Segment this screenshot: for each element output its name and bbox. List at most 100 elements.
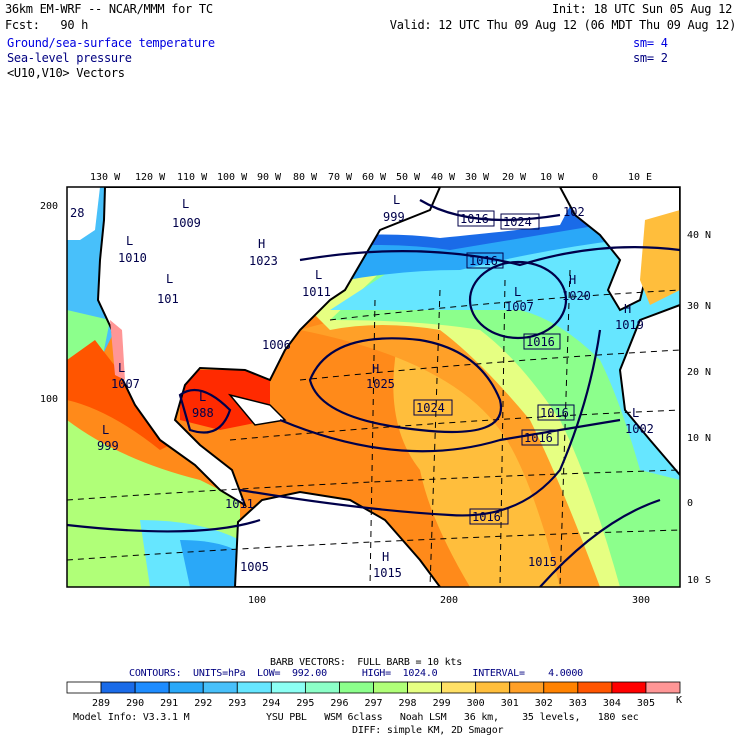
- valid-time: Valid: 12 UTC Thu 09 Aug 12 (06 MDT Thu …: [389, 18, 737, 32]
- high-center: H: [258, 237, 265, 251]
- pressure-label: 999: [383, 210, 405, 224]
- colorbar-label: 296: [330, 698, 348, 709]
- pressure-label: 1023: [249, 254, 278, 268]
- pressure-label: 988: [192, 406, 214, 420]
- isobar-label: 1016: [524, 431, 553, 445]
- pressure-labels: 28 1009 1010 101 1023 1011 999 1006 1007…: [70, 193, 654, 580]
- colorbar-swatch: [304, 681, 340, 694]
- colorbar-label: 291: [160, 698, 178, 709]
- lat-label: 0: [687, 498, 693, 509]
- pressure-label: 1019: [615, 318, 644, 332]
- lat-label: 10 N: [687, 433, 711, 444]
- grid-label: 200: [440, 595, 458, 606]
- pressure-label: 101: [157, 292, 179, 306]
- pressure-label: 1011: [225, 497, 254, 511]
- colorbar-swatch: [168, 681, 204, 694]
- colorbar-swatch: [645, 681, 681, 694]
- isobars: [67, 199, 680, 587]
- lon-labels: 130 W 120 W 110 W 100 W 90 W 80 W 70 W 6…: [90, 172, 652, 183]
- lon-label: 40 W: [431, 172, 456, 183]
- colorbar-swatch: [475, 681, 511, 694]
- field-sst-smoothing: sm= 4: [633, 36, 668, 50]
- low-center: L: [632, 406, 639, 420]
- lon-label: 30 W: [465, 172, 490, 183]
- isobar-label: 1024: [503, 215, 532, 229]
- high-center: H: [624, 302, 631, 316]
- colorbar-label: 295: [296, 698, 314, 709]
- field-vectors-label: <U10,V10> Vectors: [7, 66, 125, 80]
- colorbar-label: 294: [262, 698, 280, 709]
- pressure-label: 1007: [505, 300, 534, 314]
- colorbar-label: 290: [126, 698, 144, 709]
- colorbar-label: 292: [194, 698, 212, 709]
- diffusion-info: DIFF: simple KM, 2D Smagor: [352, 725, 504, 736]
- pressure-label: 1007: [111, 377, 140, 391]
- physics-info: YSU PBL WSM 6class Noah LSM 36 km, 35 le…: [266, 712, 639, 723]
- colorbar-label: 293: [228, 698, 246, 709]
- colorbar-label: 302: [535, 698, 553, 709]
- high-center: H: [382, 550, 389, 564]
- lon-label: 80 W: [293, 172, 318, 183]
- colorbar-swatch: [509, 681, 545, 694]
- lon-label: 60 W: [362, 172, 387, 183]
- isobar-label: 1016: [540, 406, 569, 420]
- map-frame: [66, 186, 681, 588]
- field-sst-label: Ground/sea-surface temperature: [7, 36, 215, 50]
- colorbar-swatch: [66, 681, 102, 694]
- lon-label: 10 W: [540, 172, 565, 183]
- low-center: L: [393, 193, 400, 207]
- isobar-label: 1016: [472, 510, 501, 524]
- colorbar-label: 300: [467, 698, 485, 709]
- colorbar-swatch: [339, 681, 374, 694]
- lat-label: 30 N: [687, 301, 711, 312]
- isobar-label: 1016: [469, 254, 498, 268]
- pressure-label: 1010: [118, 251, 147, 265]
- grid-label: 100: [248, 595, 266, 606]
- lon-label: 90 W: [257, 172, 282, 183]
- pressure-label: 1015: [373, 566, 402, 580]
- pressure-label: 1025: [366, 377, 395, 391]
- colorbar-swatch: [373, 681, 408, 694]
- lon-label: 120 W: [135, 172, 166, 183]
- lon-label: 50 W: [396, 172, 421, 183]
- init-time: Init: 18 UTC Sun 05 Aug 12: [551, 2, 732, 16]
- lat-lon-grid: [67, 269, 680, 587]
- field-slp-smoothing: sm= 2: [633, 51, 668, 65]
- colorbar-swatch: [407, 681, 443, 694]
- lon-label: 110 W: [177, 172, 208, 183]
- model-title: 36km EM-WRF -- NCAR/MMM for TC: [5, 2, 213, 16]
- pressure-label: 1006: [262, 338, 291, 352]
- high-center: H: [372, 362, 379, 376]
- lon-label: 10 E: [628, 172, 652, 183]
- lat-labels: 40 N 30 N 20 N 10 N 0 10 S 200 100 100 2…: [40, 201, 711, 606]
- colorbar-swatch: [202, 681, 238, 694]
- pressure-label: 1009: [172, 216, 201, 230]
- grid-label: 100: [40, 394, 58, 405]
- contour-info: CONTOURS: UNITS=hPa LOW= 992.00 HIGH= 10…: [129, 668, 583, 679]
- forecast-hour: Fcst: 90 h: [5, 18, 89, 32]
- low-center: L: [182, 197, 189, 211]
- field-slp-label: Sea-level pressure: [7, 51, 132, 65]
- colorbar-unit: K: [676, 695, 682, 706]
- lon-label: 20 W: [502, 172, 527, 183]
- colorbar-label: 299: [433, 698, 451, 709]
- lon-label: 70 W: [328, 172, 353, 183]
- lon-label: 0: [592, 172, 598, 183]
- grid-label: 200: [40, 201, 58, 212]
- lon-label: 130 W: [90, 172, 121, 183]
- colorbar-swatch: [577, 681, 613, 694]
- colorbar-label: 297: [364, 698, 382, 709]
- pressure-label: 28: [70, 206, 84, 220]
- colorbar: 289 290 291 292 293 294 295 296 297 298 299 300 301 3…: [66, 681, 681, 709]
- colorbar-swatch: [543, 681, 579, 694]
- pressure-label: 102: [563, 205, 585, 219]
- lat-label: 20 N: [687, 367, 711, 378]
- colorbar-swatch: [441, 681, 477, 694]
- colorbar-label: 298: [399, 698, 417, 709]
- pressure-label: 1015: [528, 555, 557, 569]
- colorbar-swatch: [611, 681, 647, 694]
- low-center: L: [102, 423, 109, 437]
- colorbar-label: 303: [569, 698, 587, 709]
